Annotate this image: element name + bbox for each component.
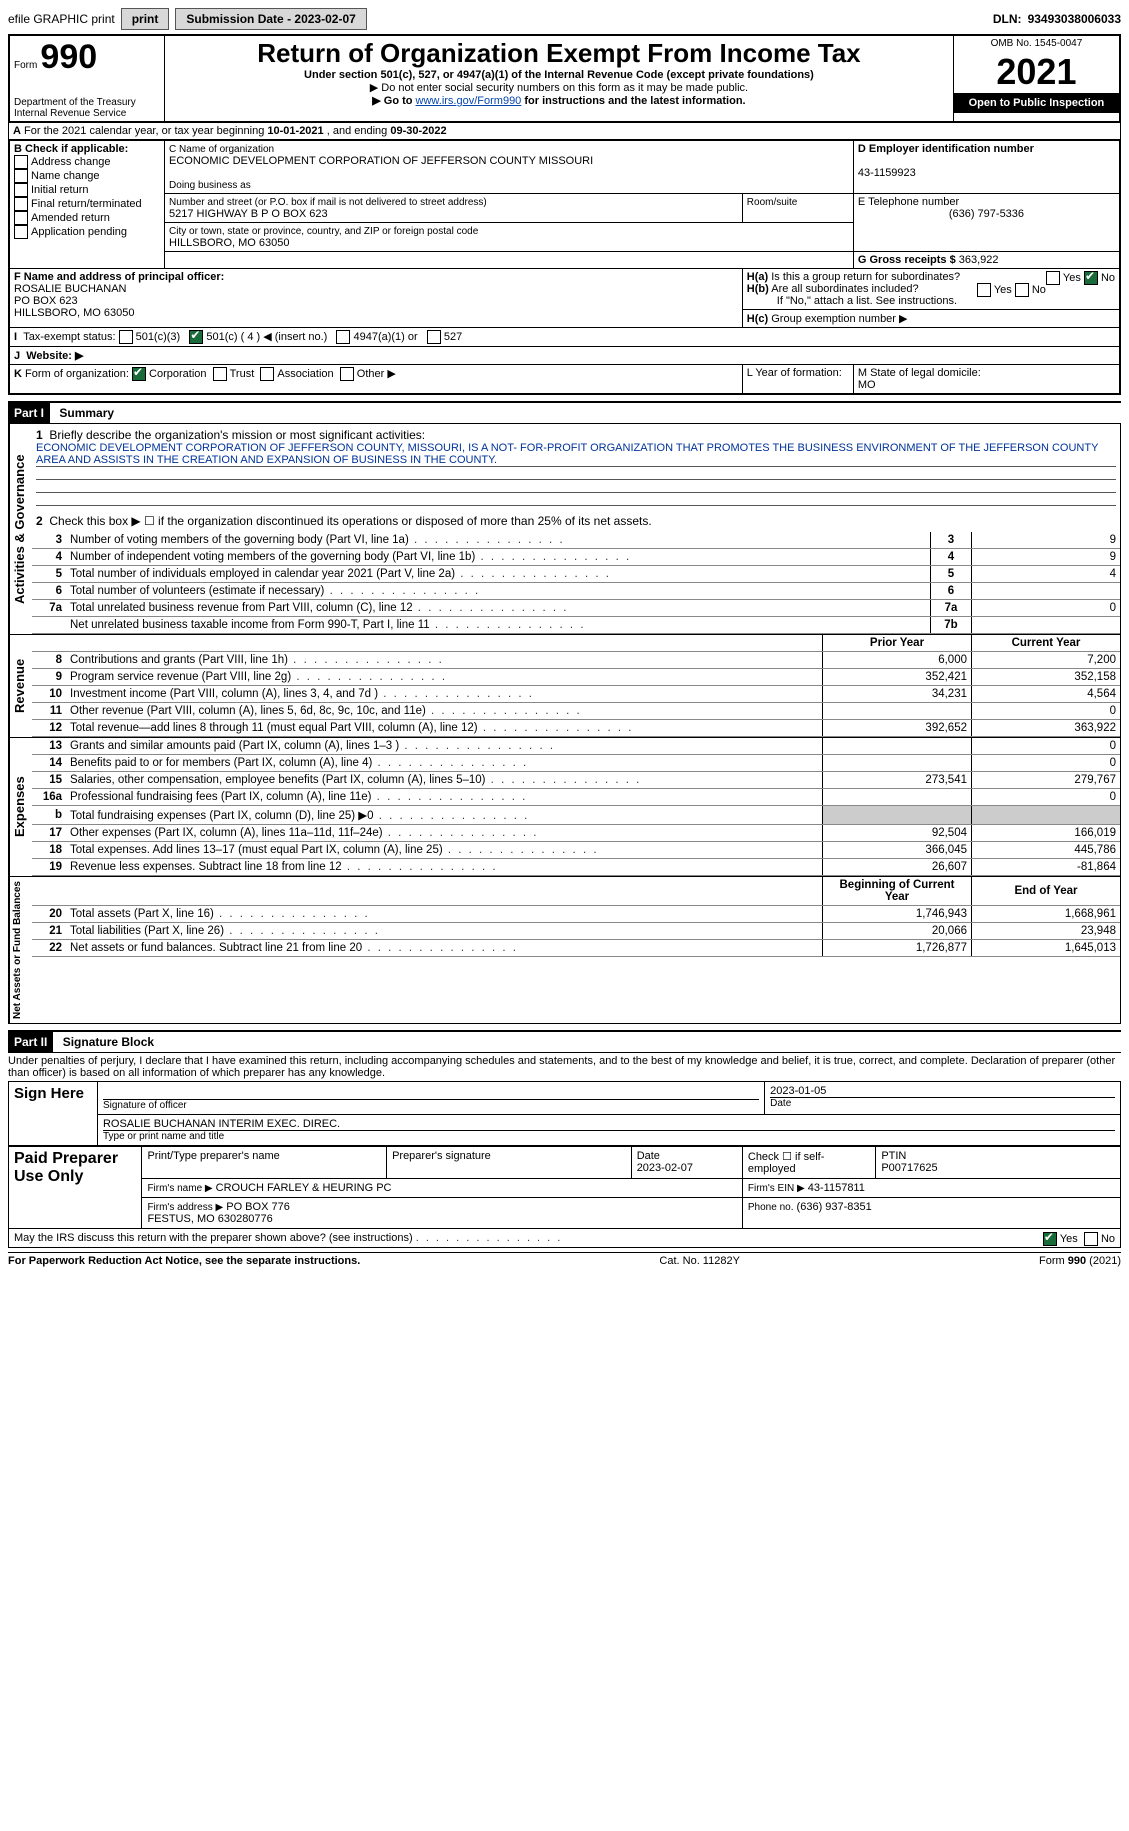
dept-label: Department of the Treasury Internal Reve… (14, 97, 160, 119)
officer-print-name: ROSALIE BUCHANAN INTERIM EXEC. DIREC. (103, 1118, 340, 1130)
org-name: ECONOMIC DEVELOPMENT CORPORATION OF JEFF… (169, 155, 593, 167)
gross-receipts: 363,922 (959, 254, 999, 266)
form-header: Form 990 Department of the Treasury Inte… (8, 34, 1121, 123)
side-net-assets: Net Assets or Fund Balances (9, 877, 32, 1023)
tax-year: 2021 (954, 51, 1119, 93)
discuss-row: May the IRS discuss this return with the… (8, 1229, 1121, 1248)
paid-preparer-block: Paid Preparer Use Only Print/Type prepar… (8, 1146, 1121, 1229)
discuss-yes-check[interactable] (1043, 1232, 1057, 1246)
dln-value: 93493038006033 (1028, 12, 1121, 26)
table-row: 14Benefits paid to or for members (Part … (32, 755, 1120, 772)
firm-name: CROUCH FARLEY & HEURING PC (216, 1182, 392, 1194)
form-number: 990 (40, 38, 97, 76)
table-row: 13Grants and similar amounts paid (Part … (32, 738, 1120, 755)
street-address: 5217 HIGHWAY B P O BOX 623 (169, 208, 328, 220)
table-row: 4Number of independent voting members of… (32, 549, 1120, 566)
ein: 43-1159923 (858, 167, 916, 179)
table-row: 12Total revenue—add lines 8 through 11 (… (32, 720, 1120, 737)
part-1-header: Part I Summary (8, 401, 1121, 424)
print-button[interactable]: print (121, 8, 170, 30)
table-row: 6Total number of volunteers (estimate if… (32, 583, 1120, 600)
entity-block: B Check if applicable: Address change Na… (8, 140, 1121, 395)
page-footer: For Paperwork Reduction Act Notice, see … (8, 1252, 1121, 1267)
city-state-zip: HILLSBORO, MO 63050 (169, 237, 289, 249)
table-row: 8Contributions and grants (Part VIII, li… (32, 652, 1120, 669)
table-row: 20Total assets (Part X, line 16)1,746,94… (32, 906, 1120, 923)
discuss-no-check[interactable] (1084, 1232, 1098, 1246)
table-row: 9Program service revenue (Part VIII, lin… (32, 669, 1120, 686)
form-title: Return of Organization Exempt From Incom… (169, 38, 949, 69)
table-row: 17Other expenses (Part IX, column (A), l… (32, 825, 1120, 842)
table-row: 18Total expenses. Add lines 13–17 (must … (32, 842, 1120, 859)
table-row: 7aTotal unrelated business revenue from … (32, 600, 1120, 617)
open-to-public: Open to Public Inspection (954, 93, 1119, 113)
phone: (636) 797-5336 (858, 208, 1115, 220)
side-activities-governance: Activities & Governance (9, 424, 32, 634)
table-row: 10Investment income (Part VIII, column (… (32, 686, 1120, 703)
line-a: A For the 2021 calendar year, or tax yea… (8, 123, 1121, 140)
instructions-link[interactable]: www.irs.gov/Form990 (416, 95, 522, 107)
mission-text: ECONOMIC DEVELOPMENT CORPORATION OF JEFF… (36, 442, 1116, 467)
signature-block: Sign Here Signature of officer 2023-01-0… (8, 1081, 1121, 1146)
ptin: P00717625 (881, 1162, 937, 1174)
table-row: bTotal fundraising expenses (Part IX, co… (32, 806, 1120, 825)
table-row: Net unrelated business taxable income fr… (32, 617, 1120, 634)
efile-label: efile GRAPHIC print (8, 12, 115, 26)
side-expenses: Expenses (9, 738, 32, 876)
table-row: 3Number of voting members of the governi… (32, 532, 1120, 549)
table-row: 21Total liabilities (Part X, line 26)20,… (32, 923, 1120, 940)
submission-date-button[interactable]: Submission Date - 2023-02-07 (175, 8, 366, 30)
table-row: 5Total number of individuals employed in… (32, 566, 1120, 583)
officer-name: ROSALIE BUCHANAN (14, 283, 126, 295)
table-row: 15Salaries, other compensation, employee… (32, 772, 1120, 789)
dln-label: DLN: (993, 12, 1022, 26)
table-row: 19Revenue less expenses. Subtract line 1… (32, 859, 1120, 876)
part-2-header: Part II Signature Block (8, 1030, 1121, 1053)
side-revenue: Revenue (9, 635, 32, 737)
table-row: 22Net assets or fund balances. Subtract … (32, 940, 1120, 957)
table-row: 11Other revenue (Part VIII, column (A), … (32, 703, 1120, 720)
perjury-declaration: Under penalties of perjury, I declare th… (8, 1053, 1121, 1081)
top-bar: efile GRAPHIC print print Submission Dat… (8, 8, 1121, 30)
table-row: 16aProfessional fundraising fees (Part I… (32, 789, 1120, 806)
